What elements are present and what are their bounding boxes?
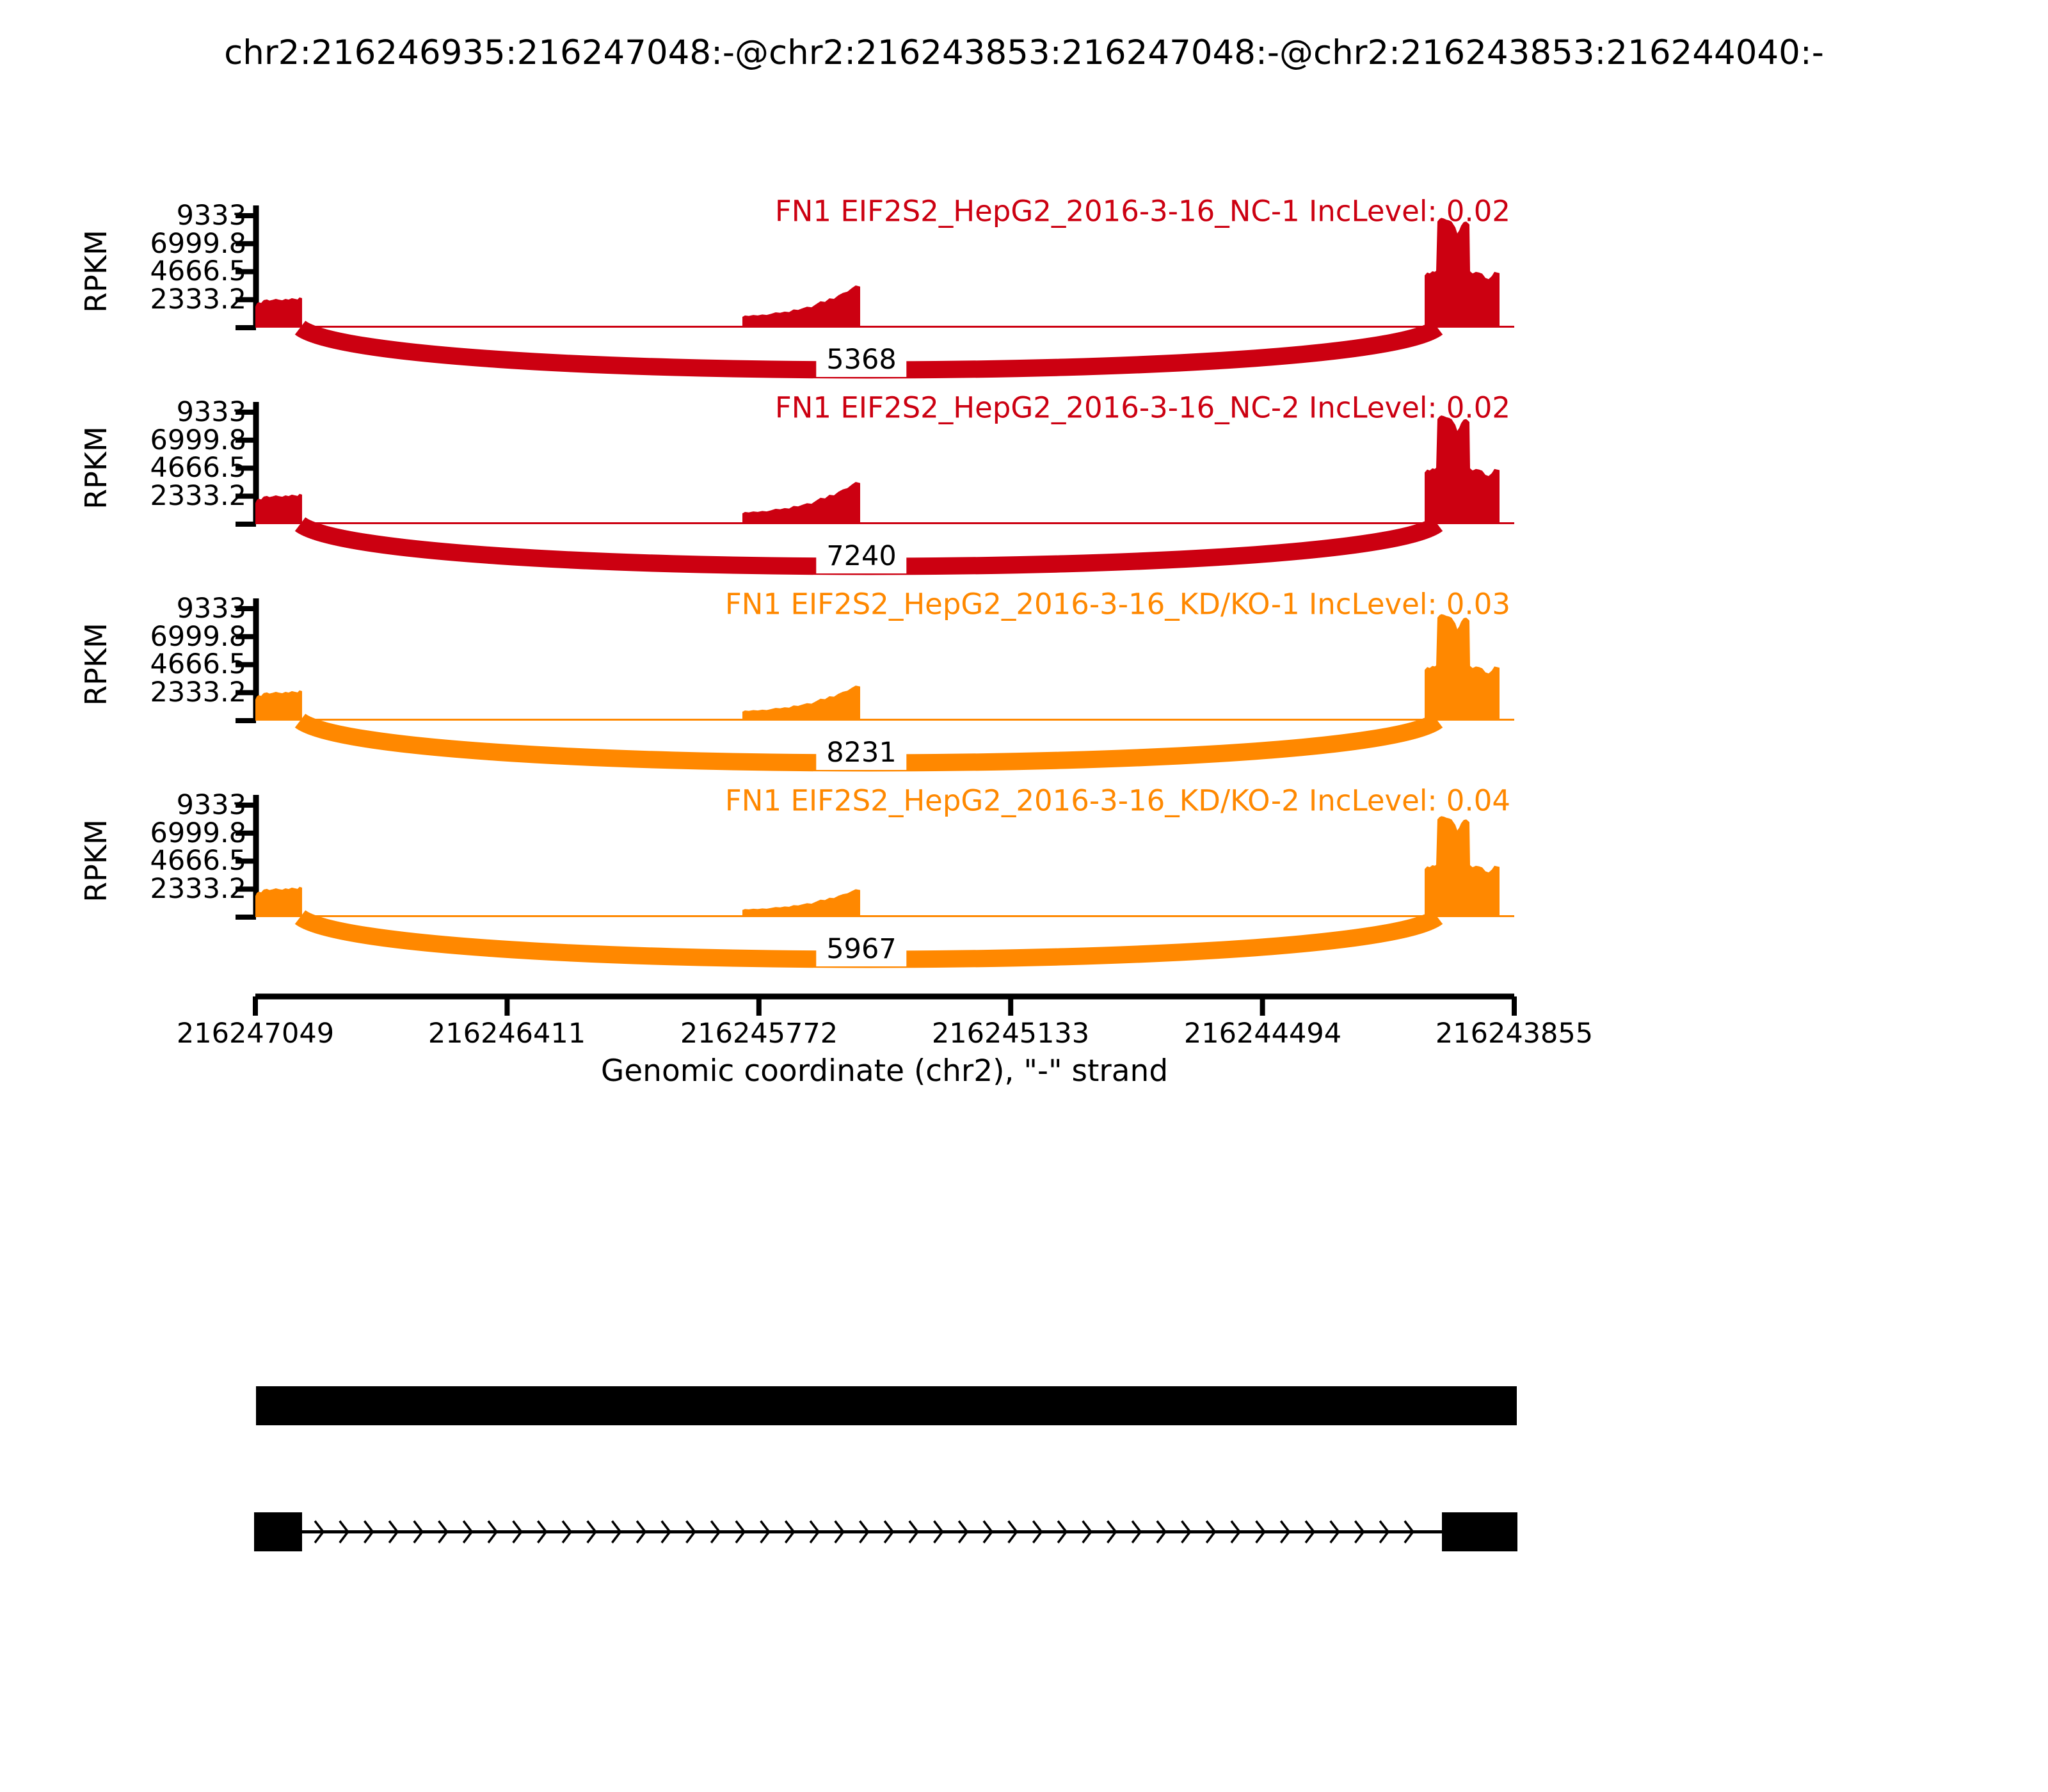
y-tick-2333-t2: 2333.2 — [150, 480, 246, 512]
y-axis-title-t1: RPKM — [79, 230, 113, 313]
x-tick-216245133: 216245133 — [931, 1018, 1090, 1050]
figure-title: chr2:216246935:216247048:-@chr2:21624385… — [224, 33, 1824, 72]
x-tick-216243855: 216243855 — [1435, 1018, 1594, 1050]
y-axis-title-t2: RPKM — [79, 426, 113, 509]
track-label-kdko-2: FN1 EIF2S2_HepG2_2016-3-16_KD/KO-2 IncLe… — [724, 783, 1510, 818]
track-label-nc-1: FN1 EIF2S2_HepG2_2016-3-16_NC-1 IncLevel… — [774, 194, 1510, 228]
y-tick-2333-t3: 2333.2 — [150, 676, 246, 708]
x-tick-216247049: 216247049 — [176, 1018, 335, 1050]
x-tick-216246411: 216246411 — [428, 1018, 586, 1050]
junction-count-t1: 5368 — [816, 342, 907, 377]
y-tick-6999-t1: 6999.8 — [150, 228, 246, 260]
junction-count-t3: 8231 — [816, 735, 907, 770]
y-axis-title-t4: RPKM — [79, 819, 113, 902]
junction-count-t4: 5967 — [816, 932, 907, 966]
x-tick-216244494: 216244494 — [1183, 1018, 1342, 1050]
y-tick-2333-t4: 2333.2 — [150, 873, 246, 905]
track-label-nc-2: FN1 EIF2S2_HepG2_2016-3-16_NC-2 IncLevel… — [774, 390, 1510, 425]
y-tick-9333-t2: 9333 — [176, 396, 246, 428]
y-tick-6999-t4: 6999.8 — [150, 817, 246, 849]
y-tick-6999-t3: 6999.8 — [150, 621, 246, 653]
y-tick-2333-t1: 2333.2 — [150, 284, 246, 316]
y-tick-9333-t1: 9333 — [176, 200, 246, 232]
x-tick-216245772: 216245772 — [680, 1018, 838, 1050]
y-axis-title-t3: RPKM — [79, 623, 113, 706]
x-axis-title: Genomic coordinate (chr2), "-" strand — [600, 1053, 1169, 1089]
y-tick-4666-t1: 4666.5 — [150, 255, 246, 287]
y-tick-4666-t3: 4666.5 — [150, 648, 246, 680]
track-label-kdko-1: FN1 EIF2S2_HepG2_2016-3-16_KD/KO-1 IncLe… — [724, 587, 1510, 621]
y-tick-4666-t4: 4666.5 — [150, 845, 246, 877]
y-tick-6999-t2: 6999.8 — [150, 424, 246, 456]
y-tick-4666-t2: 4666.5 — [150, 452, 246, 484]
y-tick-9333-t3: 9333 — [176, 593, 246, 625]
y-tick-9333-t4: 9333 — [176, 789, 246, 821]
junction-count-t2: 7240 — [816, 539, 907, 573]
